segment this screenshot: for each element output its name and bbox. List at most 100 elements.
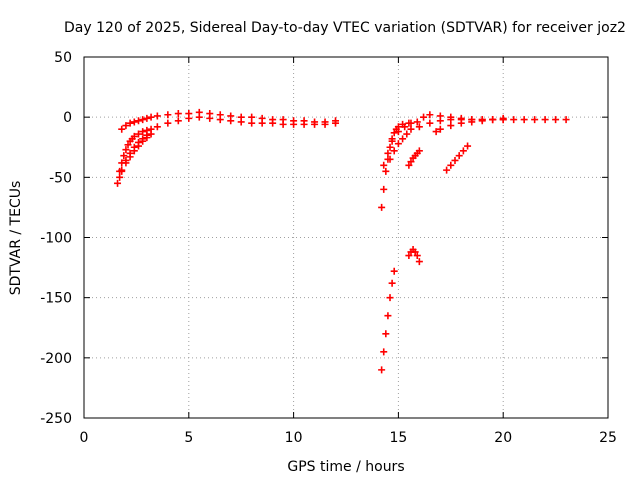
y-tick-label: 50 (54, 50, 72, 66)
data-point (114, 179, 122, 187)
data-point (394, 140, 402, 148)
data-point (386, 143, 394, 151)
x-tick-labels: 0 5 10 15 20 25 (80, 430, 617, 446)
data-point (451, 156, 459, 164)
data-point (407, 125, 415, 133)
data-point (499, 116, 507, 124)
y-axis-label: SDTVAR / TECUs (8, 181, 24, 296)
data-point (116, 173, 124, 181)
data-point (143, 134, 151, 142)
data-point (126, 153, 134, 161)
data-point (153, 112, 161, 120)
data-point (279, 116, 287, 124)
data-point (134, 130, 142, 138)
series (386, 125, 415, 163)
y-tick-label: -200 (40, 351, 72, 367)
data-point (321, 118, 329, 126)
plot-frame (83, 56, 609, 419)
data-point (134, 117, 142, 125)
data-point (426, 119, 434, 127)
data-point (405, 161, 413, 169)
data-point (122, 159, 130, 167)
data-point (520, 116, 528, 124)
x-tick-label: 15 (389, 430, 407, 446)
data-point (248, 113, 256, 121)
data-point (541, 116, 549, 124)
data-point (457, 119, 465, 127)
series (405, 147, 423, 169)
data-point (122, 122, 130, 130)
data-point (139, 137, 147, 145)
data-point (139, 116, 147, 124)
data-point (386, 294, 394, 302)
data-point (399, 135, 407, 143)
data-point (237, 113, 245, 121)
data-point (390, 147, 398, 155)
series (405, 246, 423, 266)
data-point (290, 117, 298, 125)
data-point (394, 128, 402, 136)
data-point (130, 118, 138, 126)
y-tick-labels: -250 -200 -150 -100 -50 0 50 (40, 50, 72, 427)
data-point (468, 118, 476, 126)
data-point (384, 149, 392, 157)
data-point (405, 252, 413, 260)
data-point (130, 132, 138, 140)
data-point (380, 185, 388, 193)
data-point (443, 166, 451, 174)
x-tick-label: 0 (80, 430, 89, 446)
data-point (380, 348, 388, 356)
data-point (447, 161, 455, 169)
data-point (415, 123, 423, 131)
data-point (185, 110, 193, 118)
series (432, 116, 507, 136)
x-tick-label: 25 (599, 430, 617, 446)
data-point (489, 116, 497, 124)
data-point (455, 152, 463, 160)
data-point (174, 110, 182, 118)
y-tick-label: -100 (40, 231, 72, 247)
data-point (164, 111, 172, 119)
series (443, 142, 472, 174)
y-tick-label: 0 (63, 110, 72, 126)
data-point (227, 112, 235, 120)
data-point (447, 122, 455, 130)
y-tick-label: -50 (49, 170, 72, 186)
data-point (552, 116, 560, 124)
series (118, 108, 340, 133)
data-point (510, 116, 518, 124)
data-point (300, 117, 308, 125)
data-point (426, 111, 434, 119)
data-point (143, 114, 151, 122)
data-point (413, 118, 421, 126)
y-tick-label: -250 (40, 411, 72, 427)
data-point (153, 123, 161, 131)
data-point (411, 248, 419, 256)
data-point (118, 167, 126, 175)
data-point (386, 155, 394, 163)
data-point (378, 203, 386, 211)
data-point (147, 130, 155, 138)
data-point (120, 152, 128, 160)
data-point (464, 142, 472, 150)
data-point (216, 111, 224, 119)
axis-ticks (83, 56, 609, 419)
x-tick-label: 5 (184, 430, 193, 446)
data-point (478, 117, 486, 125)
chart-title: Day 120 of 2025, Sidereal Day-to-day VTE… (64, 20, 626, 36)
x-tick-label: 20 (494, 430, 512, 446)
series (380, 118, 421, 169)
data-point (126, 119, 134, 127)
data-point (436, 125, 444, 133)
data-point (390, 267, 398, 275)
data-point (384, 312, 392, 320)
data-points (114, 108, 570, 374)
data-point (432, 128, 440, 136)
data-point (415, 147, 423, 155)
data-point (388, 279, 396, 287)
data-point (436, 112, 444, 120)
x-axis-label: GPS time / hours (287, 459, 404, 475)
data-point (258, 114, 266, 122)
data-point (248, 119, 256, 127)
